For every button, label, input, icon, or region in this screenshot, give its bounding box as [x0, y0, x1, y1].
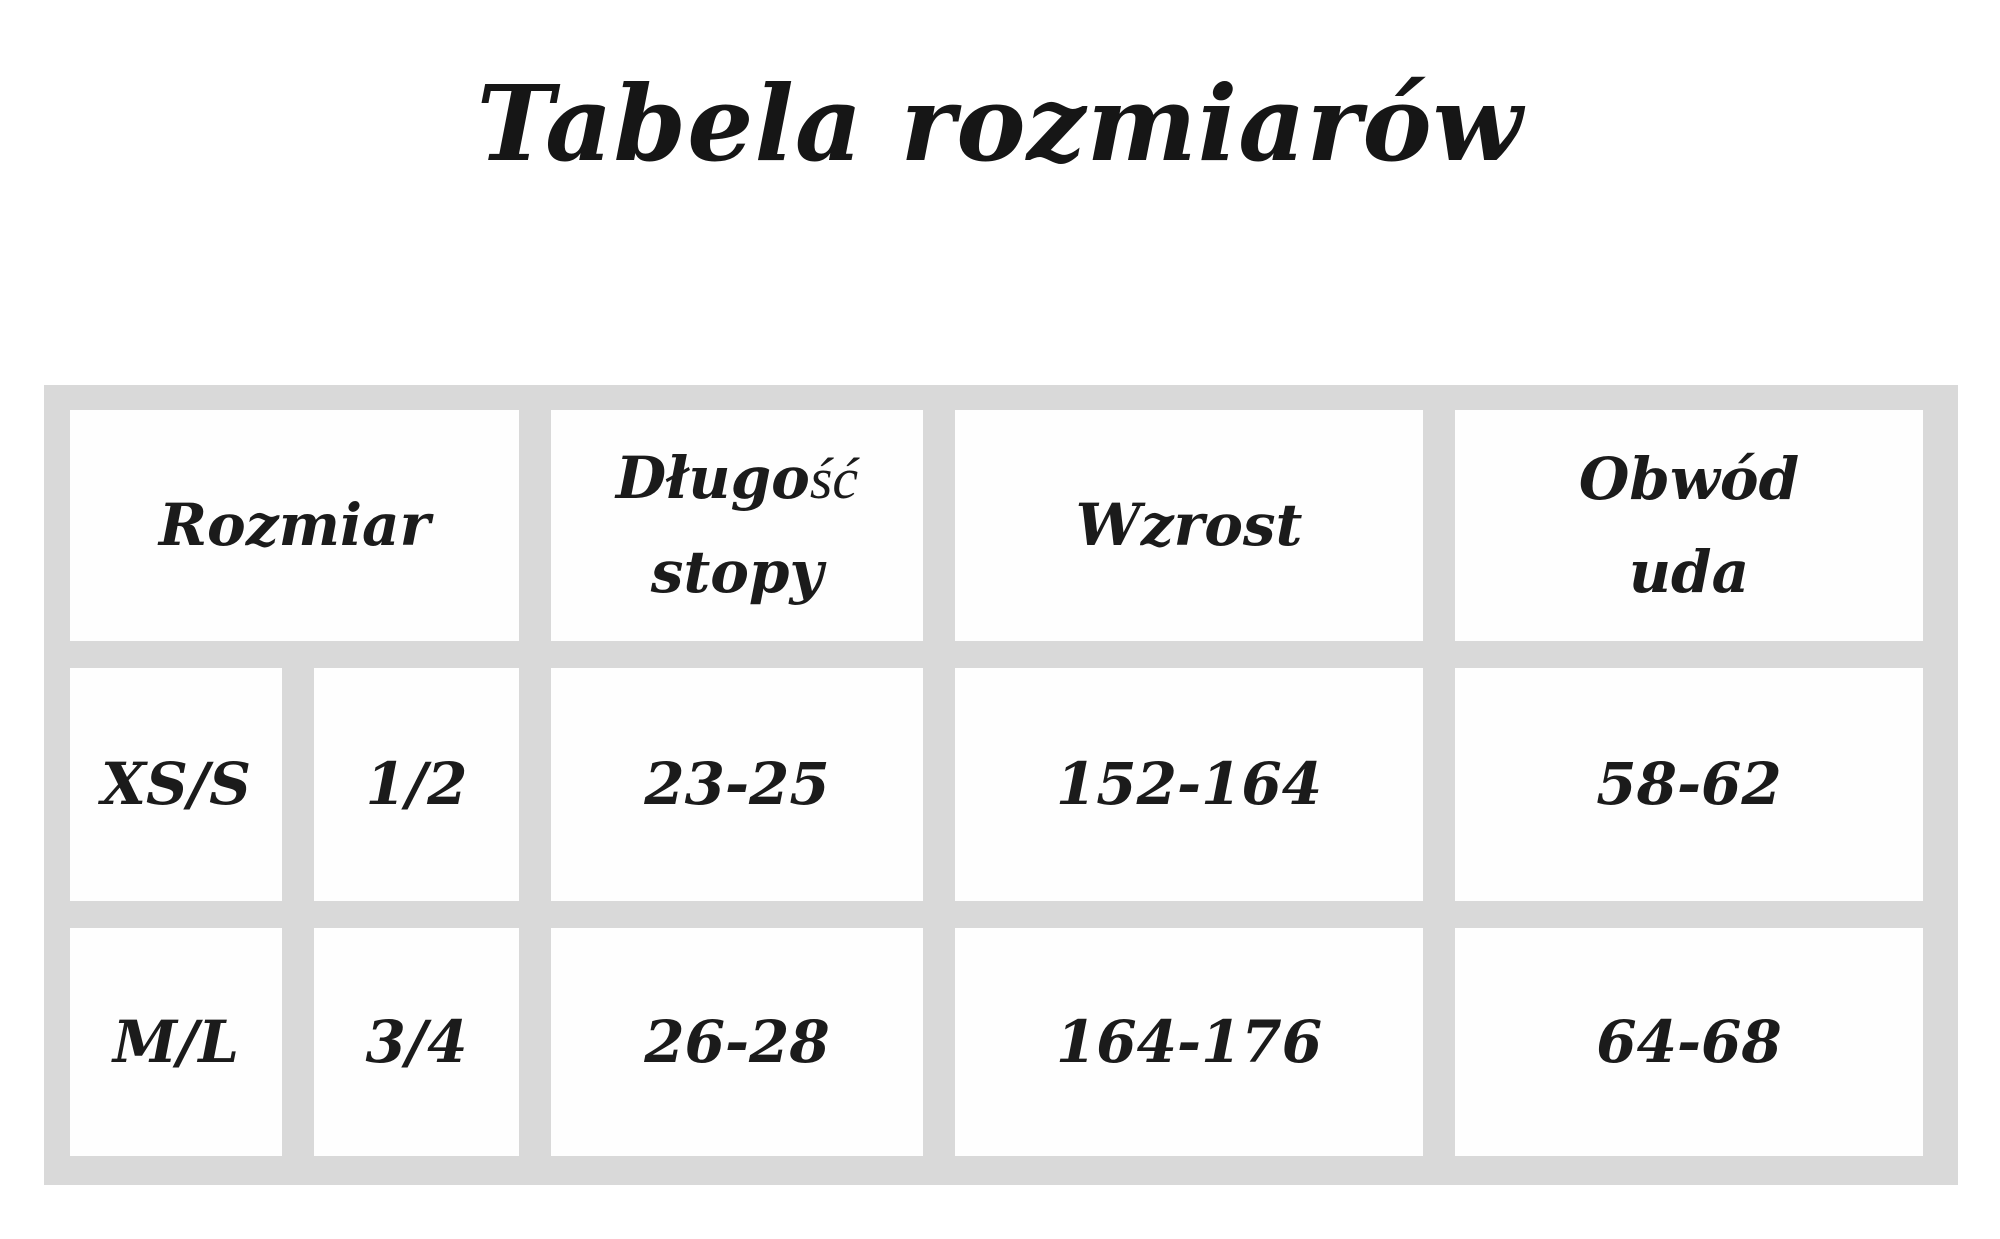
header-obwod-line2: uda	[1628, 537, 1750, 606]
row1-size-alt-value: 1/2	[365, 750, 468, 819]
header-dlugosc-line2: stopy	[650, 538, 824, 606]
header-rozmiar: Rozmiar	[70, 410, 519, 641]
page-title: Tabela rozmiarów	[476, 62, 1524, 185]
size-table: Rozmiar Długość stopy Wzrost Obwód uda X…	[44, 385, 1958, 1185]
row1-foot-length-value: 23-25	[644, 750, 830, 819]
row2-size-alt-value: 3/4	[365, 1007, 468, 1076]
row1-height-value: 152-164	[1055, 750, 1323, 819]
header-dlugosc-stopy: Długość stopy	[551, 410, 923, 641]
cell-row1-thigh: 58-62	[1455, 668, 1923, 901]
header-wzrost-label: Wzrost	[1075, 491, 1303, 560]
row1-thigh-value: 58-62	[1596, 750, 1782, 819]
cell-row1-height: 152-164	[955, 668, 1423, 901]
row2-foot-length-value: 26-28	[644, 1007, 830, 1076]
header-obwod-uda: Obwód uda	[1455, 410, 1923, 641]
header-wzrost: Wzrost	[955, 410, 1423, 641]
row2-thigh-value: 64-68	[1596, 1007, 1782, 1076]
header-dlugosc-fallback-part: ść	[809, 446, 859, 512]
header-rozmiar-label: Rozmiar	[158, 491, 431, 560]
header-obwod-line1: Obwód	[1578, 444, 1800, 513]
cell-row2-size: M/L	[70, 928, 282, 1156]
cell-row2-foot-length: 26-28	[551, 928, 923, 1156]
row1-size-value: XS/S	[101, 750, 251, 819]
cell-row2-height: 164-176	[955, 928, 1423, 1156]
cell-row1-size-alt: 1/2	[314, 668, 519, 901]
header-dlugosc-script-part: Długo	[615, 444, 810, 513]
row2-height-value: 164-176	[1055, 1007, 1323, 1076]
cell-row2-size-alt: 3/4	[314, 928, 519, 1156]
cell-row1-size: XS/S	[70, 668, 282, 901]
cell-row1-foot-length: 23-25	[551, 668, 923, 901]
cell-row2-thigh: 64-68	[1455, 928, 1923, 1156]
header-dlugosc-line1: Długość	[616, 432, 858, 526]
row2-size-value: M/L	[112, 1007, 240, 1076]
